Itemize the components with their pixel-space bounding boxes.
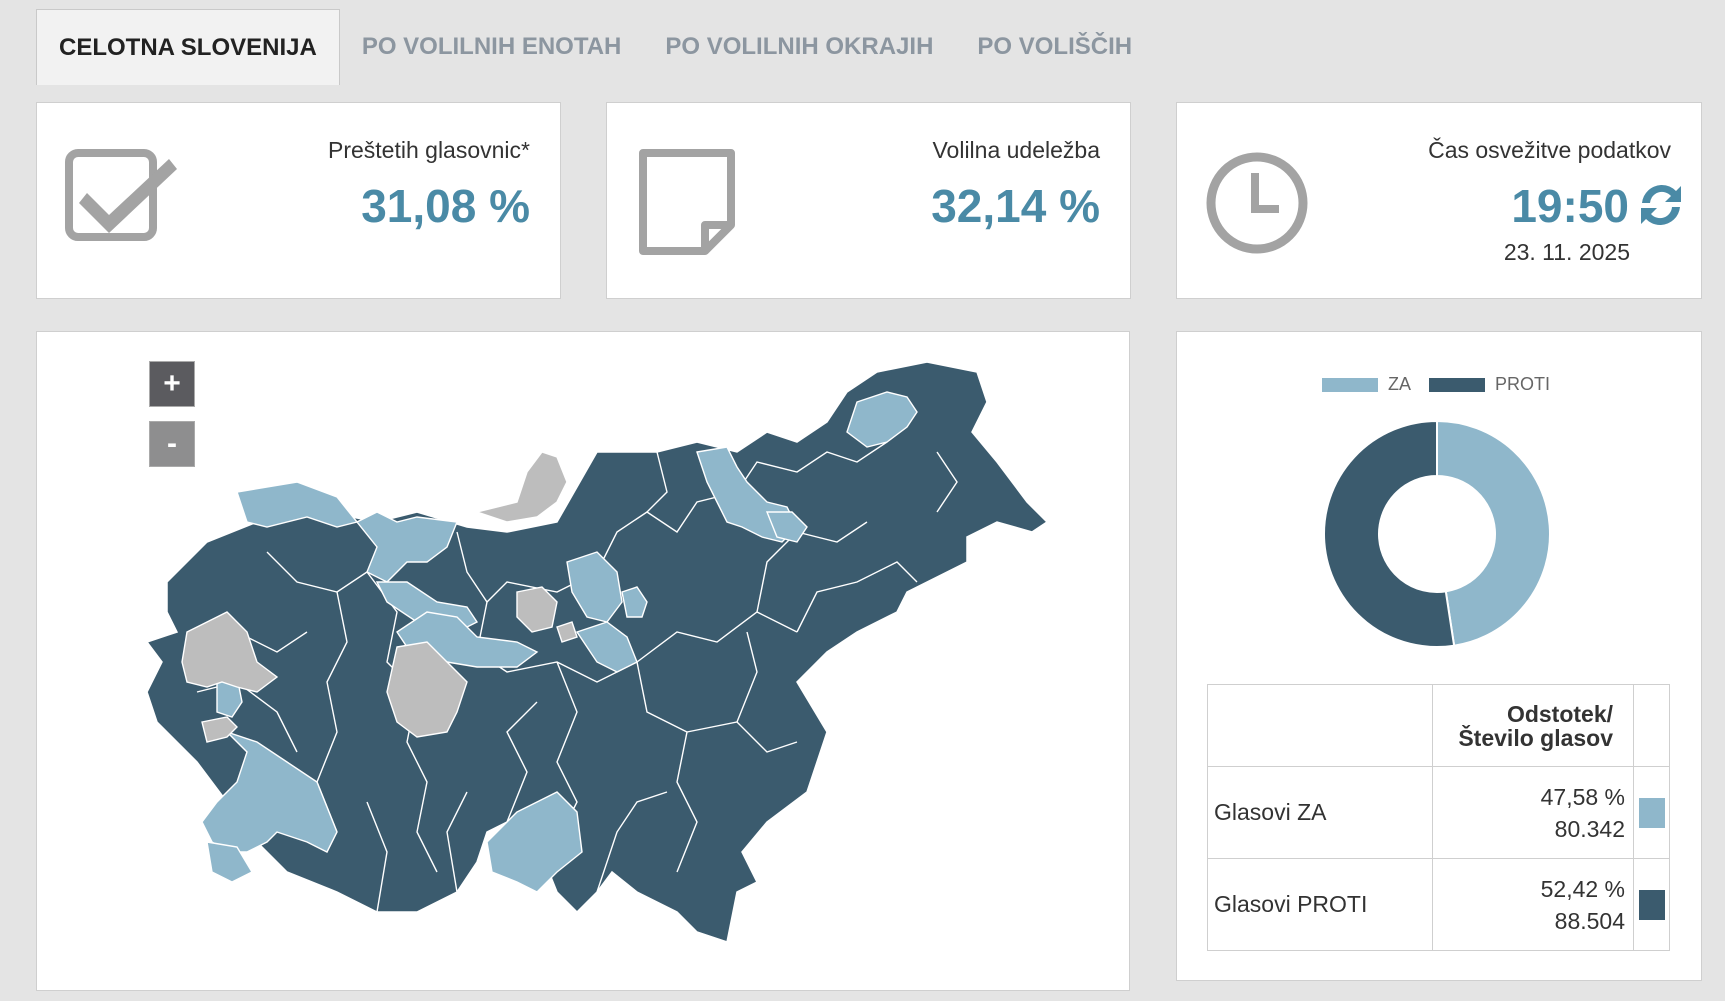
row-label-proti: Glasovi PROTI: [1206, 858, 1434, 951]
tab-po-volilnih-okrajih[interactable]: PO VOLILNIH OKRAJIH: [665, 33, 934, 60]
results-table: Odstotek/Število glasov Glasovi ZA 47,58…: [1206, 684, 1670, 951]
donut-slice-proti[interactable]: [1323, 419, 1456, 648]
row-swatch-proti: [1638, 889, 1665, 920]
legend-swatch-za: [1322, 377, 1378, 392]
zoom-out-button[interactable]: -: [149, 421, 195, 467]
row-color-za: [1633, 766, 1670, 859]
refresh-date: 23. 11. 2025: [1503, 239, 1630, 265]
map-regions-za[interactable]: [201, 391, 918, 893]
counted-ballots-label: Preštetih glasovnic*: [328, 137, 530, 163]
chart-legend: ZA PROTI: [1322, 374, 1568, 395]
legend-label-proti: PROTI: [1495, 374, 1551, 394]
zoom-in-button[interactable]: +: [149, 361, 195, 407]
ballot-paper-icon: [639, 149, 735, 255]
tab-po-volilnih-enotah[interactable]: PO VOLILNIH ENOTAH: [361, 33, 622, 60]
tab-celotna-slovenija[interactable]: CELOTNA SLOVENIJA: [36, 9, 340, 85]
row-label-za: Glasovi ZA: [1206, 766, 1434, 859]
table-row: Glasovi PROTI 52,42 % 88.504: [1206, 858, 1670, 951]
donut-chart: [1323, 419, 1551, 648]
row-count-proti: 88.504: [1554, 907, 1626, 934]
refresh-time-value: 19:50: [1511, 180, 1629, 232]
results-map-card: + -: [36, 331, 1130, 991]
table-row: Glasovi ZA 47,58 % 80.342: [1206, 766, 1670, 859]
row-values-proti: 52,42 % 88.504: [1432, 858, 1635, 951]
legend-item-proti[interactable]: PROTI: [1429, 374, 1550, 395]
row-count-za: 80.342: [1554, 815, 1626, 842]
row-percent-proti: 52,42 %: [1540, 875, 1626, 902]
row-values-za: 47,58 % 80.342: [1432, 766, 1635, 859]
results-chart-card: ZA PROTI Odstotek/Število glasov Glasovi…: [1176, 331, 1702, 981]
row-color-proti: [1633, 858, 1670, 951]
slovenia-municipality-map[interactable]: [37, 332, 1130, 991]
region-tabs: CELOTNA SLOVENIJA PO VOLILNIH ENOTAH PO …: [36, 9, 1154, 85]
turnout-label: Volilna udeležba: [932, 137, 1100, 163]
refresh-time-label: Čas osvežitve podatkov: [1428, 137, 1671, 163]
clock-icon: [1206, 152, 1308, 254]
tab-po-voliscih[interactable]: PO VOLIŠČIH: [977, 33, 1133, 60]
checkbox-icon: [65, 149, 177, 241]
legend-item-za[interactable]: ZA: [1322, 374, 1411, 395]
row-swatch-za: [1638, 797, 1665, 828]
legend-label-za: ZA: [1388, 374, 1412, 394]
donut-slice-za[interactable]: [1436, 419, 1551, 647]
results-table-header-percent: Odstotek/Število glasov: [1432, 684, 1635, 767]
counted-ballots-card: Preštetih glasovnic* 31,08 %: [36, 102, 561, 299]
row-percent-za: 47,58 %: [1540, 783, 1626, 810]
refresh-icon[interactable]: [1633, 177, 1689, 233]
turnout-value: 32,14 %: [931, 180, 1100, 232]
data-refresh-card: Čas osvežitve podatkov 19:50 23. 11. 202…: [1176, 102, 1702, 299]
legend-swatch-proti: [1429, 377, 1486, 392]
results-table-header-row: Odstotek/Število glasov: [1206, 684, 1670, 767]
counted-ballots-value: 31,08 %: [361, 180, 530, 232]
map-regions-no-data: [181, 451, 578, 743]
results-table-header-color: [1633, 684, 1670, 767]
results-table-header-empty: [1206, 684, 1434, 767]
turnout-card: Volilna udeležba 32,14 %: [606, 102, 1131, 299]
